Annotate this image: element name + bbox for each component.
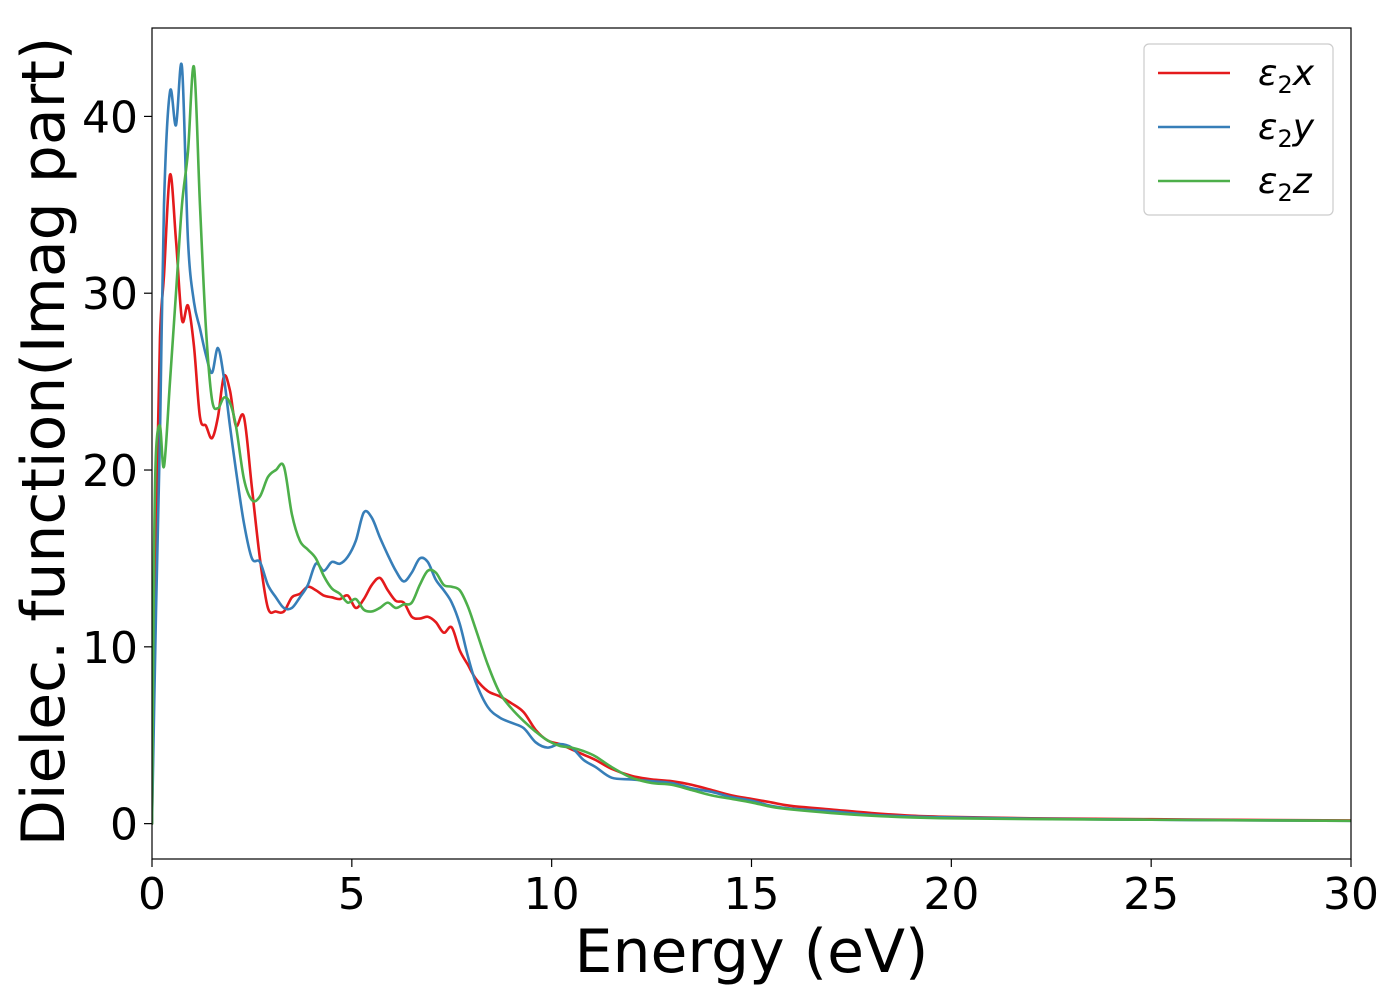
y-tick-label: 20 <box>82 446 138 497</box>
series-line-z <box>152 65 1351 825</box>
x-tick-label: 10 <box>524 869 580 920</box>
x-tick-label: 0 <box>138 869 166 920</box>
legend-label-x: ε2x <box>1258 53 1315 99</box>
x-tick-label: 25 <box>1123 869 1179 920</box>
series-line-x <box>152 173 1351 825</box>
x-tick-label: 30 <box>1323 869 1379 920</box>
y-axis-label: Dielec. function(Imag part) <box>9 37 79 847</box>
x-axis-ticks: 0 5 10 15 20 25 30 <box>138 859 1379 920</box>
x-axis-label: Energy (eV) <box>575 917 929 987</box>
legend-box <box>1143 43 1334 216</box>
x-tick-label: 5 <box>338 869 366 920</box>
legend-label-z: ε2z <box>1258 161 1313 207</box>
series-layer <box>152 62 1351 825</box>
legend: ε2x ε2y ε2z <box>1143 43 1334 216</box>
y-tick-label: 40 <box>82 92 138 143</box>
legend-label-y: ε2y <box>1258 107 1315 153</box>
y-tick-label: 0 <box>110 800 138 851</box>
y-tick-label: 30 <box>82 269 138 320</box>
y-tick-label: 10 <box>82 623 138 674</box>
y-axis-ticks: 0 10 20 30 40 <box>82 92 152 851</box>
x-tick-label: 20 <box>923 869 979 920</box>
series-line-y <box>152 62 1351 825</box>
x-tick-label: 15 <box>724 869 780 920</box>
